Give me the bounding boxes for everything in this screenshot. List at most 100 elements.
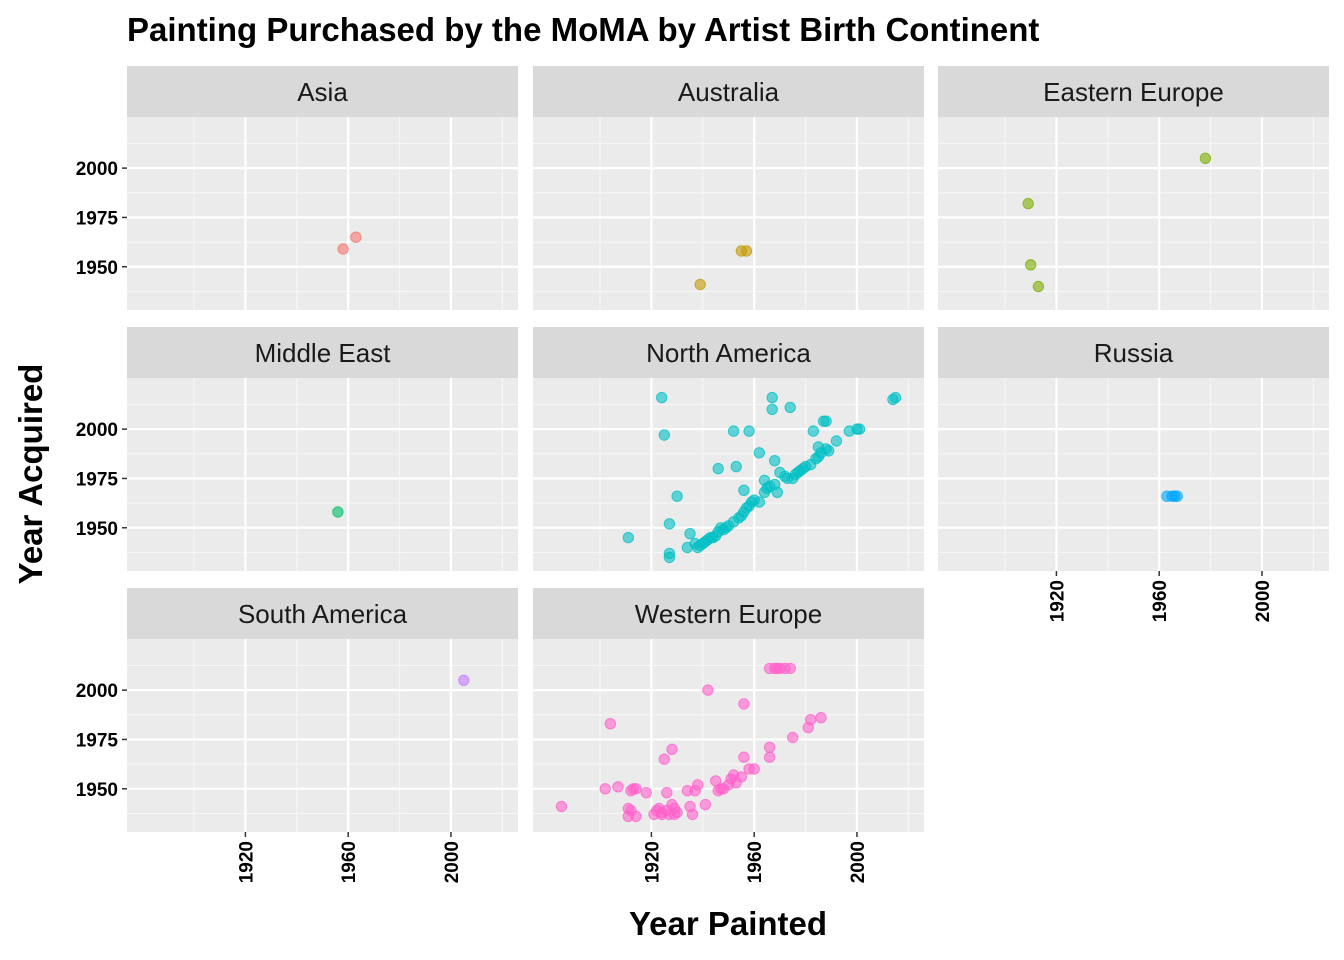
facet-panel-russia: Russia 1920 1960 2000	[938, 327, 1329, 622]
data-point	[332, 506, 344, 518]
data-point	[784, 662, 796, 675]
data-point	[555, 800, 568, 813]
facet-panel-middle-east: Middle East 1950 1975 2000	[76, 327, 518, 571]
facet-strip-middle-east	[127, 327, 518, 378]
data-point	[753, 447, 765, 459]
plot-background	[127, 378, 518, 571]
facet-panel-asia: Asia 1950 1975 2000	[76, 66, 518, 310]
data-point	[727, 425, 740, 437]
data-point	[815, 712, 827, 724]
data-point	[640, 787, 652, 799]
facet-strip-label: Middle East	[255, 338, 392, 368]
data-point	[1032, 280, 1045, 293]
data-point	[699, 798, 712, 811]
plot-background	[533, 117, 924, 310]
facet-panel-western-europe: Western Europe 1920 1960 2000	[533, 588, 924, 883]
data-point	[753, 496, 765, 508]
data-point	[1171, 490, 1183, 502]
data-point	[738, 751, 750, 763]
data-point	[823, 445, 835, 457]
data-point	[686, 808, 699, 821]
facet-strip-north-america	[533, 327, 924, 378]
facet-strip-label: North America	[646, 338, 811, 368]
y-tick-label: 1975	[76, 730, 119, 751]
facet-panel-eastern-europe: Eastern Europe	[938, 66, 1329, 310]
data-point	[658, 429, 670, 441]
data-point	[684, 528, 696, 540]
x-axis-title: Year Painted	[629, 905, 827, 942]
facet-strip-label: Australia	[678, 77, 780, 107]
data-point	[766, 403, 778, 416]
data-point	[771, 486, 783, 498]
data-point	[663, 518, 676, 530]
data-point	[766, 391, 778, 404]
facet-strip-label: Western Europe	[635, 599, 822, 629]
data-point	[735, 771, 747, 783]
facet-strip-south-america	[127, 588, 518, 639]
x-tick-label: 2000	[1253, 580, 1274, 622]
plot-background	[938, 117, 1329, 310]
facet-panel-south-america: South America 1950 1975 2000 1920 1960 2000	[76, 588, 518, 883]
data-point	[599, 783, 611, 795]
plot-background	[533, 378, 924, 571]
y-tick-label: 1975	[76, 208, 119, 229]
data-point	[350, 231, 362, 243]
y-tick-label: 1950	[76, 780, 118, 801]
data-point	[1199, 152, 1212, 165]
data-point	[694, 278, 706, 291]
data-point	[702, 684, 714, 696]
y-tick-label: 1950	[76, 258, 118, 279]
x-tick-label: 1960	[339, 841, 360, 883]
facet-panel-north-america: North America	[533, 327, 924, 571]
facet-panel-australia: Australia	[533, 66, 924, 310]
data-point	[805, 714, 817, 726]
data-point	[1022, 197, 1034, 210]
x-tick-label: 1920	[642, 841, 663, 883]
data-point	[787, 731, 799, 744]
x-tick-label: 2000	[848, 841, 869, 883]
data-point	[748, 763, 760, 775]
data-point	[743, 425, 755, 437]
plot-background	[127, 639, 518, 832]
data-point	[807, 425, 819, 437]
plot-background	[127, 117, 518, 310]
facet-strip-label: Asia	[297, 77, 348, 107]
data-point	[889, 391, 902, 404]
facet-strip-asia	[127, 66, 518, 117]
facet-panels: Asia 1950 1975 2000 Australia Eastern Europe M…	[76, 66, 1329, 883]
x-tick-label: 2000	[442, 841, 463, 883]
data-point	[604, 718, 616, 730]
data-point	[820, 415, 832, 427]
data-point	[830, 435, 843, 447]
data-point	[738, 484, 750, 496]
data-point	[730, 460, 742, 473]
y-tick-label: 2000	[76, 159, 118, 180]
data-point	[769, 455, 781, 467]
data-point	[738, 698, 750, 710]
x-tick-label: 1960	[1150, 580, 1171, 622]
data-point	[671, 490, 683, 502]
y-tick-label: 2000	[76, 420, 118, 441]
data-point	[712, 462, 724, 475]
plot-background	[533, 639, 924, 832]
data-point	[612, 781, 624, 793]
data-point	[853, 423, 866, 435]
data-point	[666, 743, 678, 755]
data-point	[337, 243, 349, 255]
data-point	[656, 391, 668, 404]
plot-background	[938, 378, 1329, 571]
facet-strip-western-europe	[533, 588, 924, 639]
data-point	[784, 401, 796, 414]
y-tick-label: 2000	[76, 681, 118, 702]
facet-strip-label: South America	[238, 599, 408, 629]
y-tick-label: 1975	[76, 469, 119, 490]
data-point	[663, 551, 676, 564]
chart-title: Painting Purchased by the MoMA by Artist…	[127, 11, 1039, 48]
facet-strip-australia	[533, 66, 924, 117]
data-point	[458, 674, 470, 686]
data-point	[671, 806, 683, 819]
data-point	[763, 751, 776, 763]
data-point	[1025, 259, 1037, 271]
data-point	[630, 783, 642, 795]
